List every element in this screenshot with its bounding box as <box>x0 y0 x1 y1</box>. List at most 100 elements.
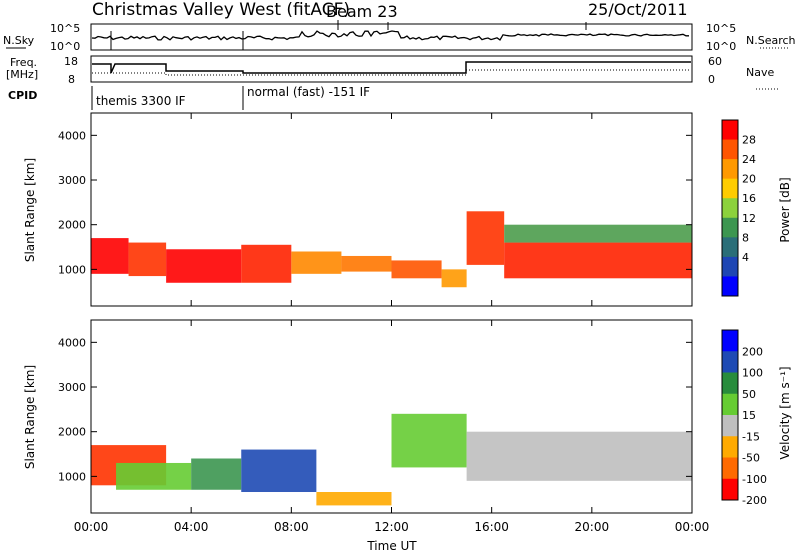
freq-tick-top: 18 <box>64 55 78 68</box>
velocity-colorbar-tick-5: -50 <box>742 452 760 465</box>
power-ytick-label-3: 4000 <box>58 129 86 142</box>
power-ytick-label-1: 2000 <box>58 219 86 232</box>
nsky-tick-bottom: 10^0 <box>50 40 80 53</box>
power-panel: 1000 2000 3000 4000 Slant Range [km] <box>23 112 693 307</box>
power-colorbar-swatch-3 <box>722 178 738 199</box>
velocity-band-6 <box>466 431 692 481</box>
velocity-colorbar-swatch-7 <box>722 478 738 501</box>
xtick-label-1: 04:00 <box>174 520 209 534</box>
nsky-panel: N.Sky 10^5 10^0 10^5 10^0 N.Search <box>3 20 796 53</box>
power-band-7 <box>441 269 467 288</box>
xtick-label-0: 00:00 <box>74 520 109 534</box>
nsky-label: N.Sky <box>3 34 35 47</box>
velocity-panel: 1000 2000 3000 4000 Slant Range [km] <box>23 319 693 514</box>
velocity-band-3 <box>241 449 317 493</box>
freq-tick-bottom: 8 <box>68 73 75 86</box>
velocity-colorbar-tick-4: -15 <box>742 430 760 443</box>
freq-panel: Freq. [MHz] 18 8 60 0 Nave <box>6 55 780 90</box>
nsearch-label: N.Search <box>746 34 796 47</box>
freq-label: Freq. <box>10 56 37 69</box>
power-band-5 <box>341 255 392 272</box>
nave-trace <box>92 69 691 76</box>
velocity-colorbar-frame <box>721 329 739 501</box>
cpid-label: CPID <box>8 89 37 102</box>
nsky-frame <box>90 23 693 51</box>
power-colorbar-swatch-4 <box>722 198 738 219</box>
nsearch-tick-bottom: 10^0 <box>706 40 736 53</box>
velocity-yaxis: 1000 2000 3000 4000 <box>58 336 692 483</box>
power-colorbar-swatch-6 <box>722 237 738 258</box>
velocity-ylabel: Slant Range [km] <box>23 365 37 469</box>
power-colorbar-title: Power [dB] <box>778 177 792 242</box>
nsky-trace <box>91 30 689 41</box>
velocity-colorbar-tick-3: 15 <box>742 409 756 422</box>
velocity-colorbar-swatch-6 <box>722 457 738 480</box>
nsearch-tick-top: 10^5 <box>706 22 736 35</box>
xtick-label-5: 20:00 <box>575 520 610 534</box>
power-data <box>91 211 692 288</box>
power-colorbar-swatch-7 <box>722 256 738 277</box>
power-colorbar-tick-0: 28 <box>742 134 756 147</box>
beam-label: Beam 23 <box>326 2 398 21</box>
velocity-colorbar: 200 100 50 15 -15 -50 -100 -200 <box>721 329 767 507</box>
power-colorbar-frame <box>721 119 739 297</box>
power-colorbar-tick-5: 8 <box>742 231 749 244</box>
xtick-label-4: 16:00 <box>474 520 509 534</box>
velocity-colorbar-tick-1: 100 <box>742 367 763 380</box>
cpid-panel: CPID themis 3300 IF normal (fast) -151 I… <box>8 85 370 110</box>
nave-tick-bottom: 0 <box>708 73 715 86</box>
power-band-0 <box>91 238 129 274</box>
power-colorbar-tick-3: 16 <box>742 192 756 205</box>
freq-trace <box>92 61 691 74</box>
velocity-colorbar-title: Velocity [m s⁻¹] <box>778 366 792 459</box>
freq-frame <box>90 55 693 83</box>
velocity-colorbar-swatch-4 <box>722 415 738 437</box>
power-band-3 <box>241 244 292 283</box>
velocity-colorbar-tick-7: -200 <box>742 494 767 507</box>
power-colorbar: 28 24 20 16 12 8 4 <box>721 119 756 297</box>
cpid-entry-1: themis 3300 IF <box>96 94 186 108</box>
power-band-4 <box>291 251 342 274</box>
power-ytick-label-2: 3000 <box>58 174 86 187</box>
power-colorbar-tick-2: 20 <box>742 173 756 186</box>
velocity-colorbar-swatch-0 <box>722 330 738 352</box>
power-ytick-label-0: 1000 <box>58 263 86 276</box>
velocity-colorbar-swatch-5 <box>722 436 738 458</box>
nsky-tick-top: 10^5 <box>50 22 80 35</box>
power-ylabel: Slant Range [km] <box>23 158 37 262</box>
power-colorbar-swatch-8 <box>722 276 738 297</box>
power-colorbar-tick-1: 24 <box>742 153 756 166</box>
power-band-9 <box>504 242 692 279</box>
velocity-band-4 <box>316 492 392 506</box>
power-colorbar-tick-6: 4 <box>742 251 749 264</box>
power-band-1 <box>128 242 167 277</box>
velocity-band-1 <box>116 462 192 490</box>
xtick-label-2: 08:00 <box>274 520 309 534</box>
power-yaxis: 1000 2000 3000 4000 <box>58 129 692 276</box>
cpid-entry-2: normal (fast) -151 IF <box>247 85 370 99</box>
power-colorbar-swatch-0 <box>722 120 738 141</box>
velocity-colorbar-tick-2: 50 <box>742 388 756 401</box>
velocity-colorbar-swatch-3 <box>722 393 738 416</box>
power-colorbar-swatch-5 <box>722 217 738 238</box>
velocity-colorbar-swatch-2 <box>722 372 738 395</box>
velocity-band-2 <box>191 458 242 490</box>
velocity-ytick-label-1: 2000 <box>58 426 86 439</box>
velocity-ytick-label-2: 3000 <box>58 381 86 394</box>
power-band-6 <box>391 260 442 279</box>
power-band-8 <box>466 211 505 265</box>
power-colorbar-tick-4: 12 <box>742 212 756 225</box>
power-colorbar-swatch-2 <box>722 159 738 180</box>
velocity-data <box>91 413 692 506</box>
nave-label: Nave <box>746 66 774 79</box>
xtick-label-6: 00:00 <box>675 520 710 534</box>
velocity-ytick-label-3: 4000 <box>58 336 86 349</box>
nave-tick-top: 60 <box>708 55 722 68</box>
power-colorbar-swatch-1 <box>722 139 738 160</box>
plot-title: Christmas Valley West (fitACF) <box>92 0 350 20</box>
xaxis-label: Time UT <box>366 539 417 553</box>
velocity-ytick-label-0: 1000 <box>58 470 86 483</box>
date-label: 25/Oct/2011 <box>588 0 688 19</box>
xtick-label-3: 12:00 <box>374 520 409 534</box>
